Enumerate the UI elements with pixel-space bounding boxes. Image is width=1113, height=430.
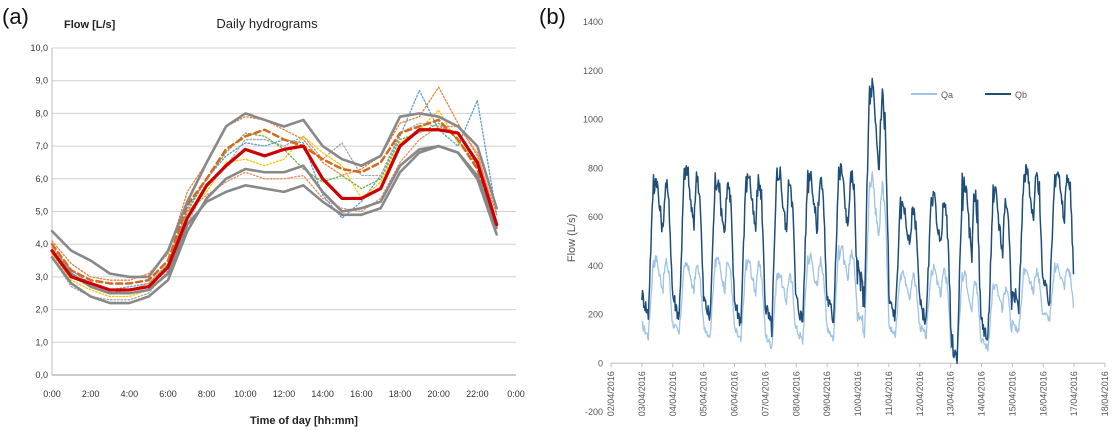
- chart-a-x-tick: 22:00: [466, 389, 489, 399]
- chart-b-x-tick: 05/04/2016: [699, 371, 709, 416]
- chart-b-x-tick: 03/04/2016: [637, 371, 647, 416]
- chart-a-series-1: [50, 144, 498, 295]
- chart-a-x-tick: 16:00: [350, 389, 373, 399]
- chart-b-x-tick: 15/04/2016: [1007, 371, 1017, 416]
- chart-a-x-tick: 6:00: [159, 389, 177, 399]
- chart-b-x-tick: 02/04/2016: [606, 371, 616, 416]
- chart-a-x-tick: 18:00: [389, 389, 412, 399]
- chart-b-legend: Qa Qb: [911, 90, 1027, 100]
- chart-b-x-tick: 06/04/2016: [730, 371, 740, 416]
- chart-a-y-tick: 0,0: [35, 370, 48, 380]
- chart-a-x-tick: 8:00: [198, 389, 216, 399]
- chart-a-x-tick: 2:00: [82, 389, 100, 399]
- chart-b-ylabel: Flow (L/s): [566, 214, 578, 262]
- chart-b-x-tick: 08/04/2016: [791, 371, 801, 416]
- chart-a-y-tick: 2,0: [35, 305, 48, 315]
- chart-b-series-Qa: [641, 171, 1075, 362]
- chart-b-x-tick: 16/04/2016: [1038, 371, 1048, 416]
- chart-b-legend-label: Qa: [941, 90, 953, 100]
- chart-b-flow-series: Flow (L/s) -200 0 200 400 600 800 1000 1200 1400…: [566, 17, 1110, 417]
- chart-b-y-tick: 800: [588, 163, 603, 173]
- chart-a-series-0: [50, 112, 498, 279]
- chart-b-x-tick: 14/04/2016: [977, 371, 987, 416]
- chart-a-series-6: [51, 86, 498, 281]
- chart-b-y-tick: -200: [585, 407, 603, 417]
- chart-a-x-tick: 20:00: [427, 389, 450, 399]
- chart-b-x-tick: 10/04/2016: [853, 371, 863, 416]
- chart-a-ylabel: Flow [L/s]: [64, 19, 116, 31]
- chart-a-x-tick: 0:00: [43, 389, 61, 399]
- chart-b-x-tick: 13/04/2016: [946, 371, 956, 416]
- chart-b-x-tick: 12/04/2016: [915, 371, 925, 416]
- chart-a-series-5: [51, 89, 498, 291]
- chart-a-y-tick: 4,0: [35, 239, 48, 249]
- chart-a-y-tick: 9,0: [35, 76, 48, 86]
- chart-a-y-tick: 8,0: [35, 108, 48, 118]
- panel-b-label: (b): [539, 4, 566, 29]
- chart-a-y-tick: 3,0: [35, 272, 48, 282]
- chart-a-y-tick: 10,0: [30, 43, 48, 53]
- chart-a-series-2: [50, 144, 498, 305]
- chart-a-y-tick: 5,0: [35, 207, 48, 217]
- chart-a-xlabel: Time of day [hh:mm]: [250, 415, 358, 427]
- chart-b-y-tick: 200: [588, 310, 603, 320]
- chart-b-y-tick: 1200: [583, 66, 603, 76]
- chart-a-y-tick: 1,0: [35, 337, 48, 347]
- chart-b-y-tick: 1400: [583, 17, 603, 27]
- chart-a-x-tick: 0:00: [507, 389, 525, 399]
- chart-b-series-Qb: [641, 77, 1075, 365]
- chart-b-x-tick: 07/04/2016: [760, 371, 770, 416]
- chart-a-x-tick: 10:00: [234, 389, 257, 399]
- chart-b-y-tick: 600: [588, 212, 603, 222]
- chart-a-title: Daily hydrograms: [216, 16, 318, 31]
- chart-a-series-4: [50, 118, 498, 285]
- chart-b-x-tick: 11/04/2016: [884, 371, 894, 415]
- chart-b-x-tick: 09/04/2016: [822, 371, 832, 416]
- chart-a-x-tick: 12:00: [273, 389, 296, 399]
- chart-b-legend-label: Qb: [1015, 90, 1027, 100]
- chart-a-y-tick: 6,0: [35, 174, 48, 184]
- chart-a-series-8: [51, 109, 498, 298]
- chart-b-y-tick: 400: [588, 261, 603, 271]
- chart-a-y-tick: 7,0: [35, 141, 48, 151]
- panel-a-label: (a): [2, 4, 29, 29]
- chart-a-series-3: [50, 128, 499, 292]
- chart-b-x-tick: 18/04/2016: [1100, 371, 1110, 416]
- chart-a-x-tick: 14:00: [311, 389, 334, 399]
- chart-b-y-tick: 0: [598, 358, 603, 368]
- chart-b-x-tick: 17/04/2016: [1069, 371, 1079, 416]
- chart-b-y-tick: 1000: [583, 115, 603, 125]
- chart-a-hydrograms: Flow [L/s] Daily hydrograms Time of day …: [30, 16, 525, 427]
- chart-b-x-tick: 04/04/2016: [668, 371, 678, 416]
- chart-a-x-tick: 4:00: [121, 389, 139, 399]
